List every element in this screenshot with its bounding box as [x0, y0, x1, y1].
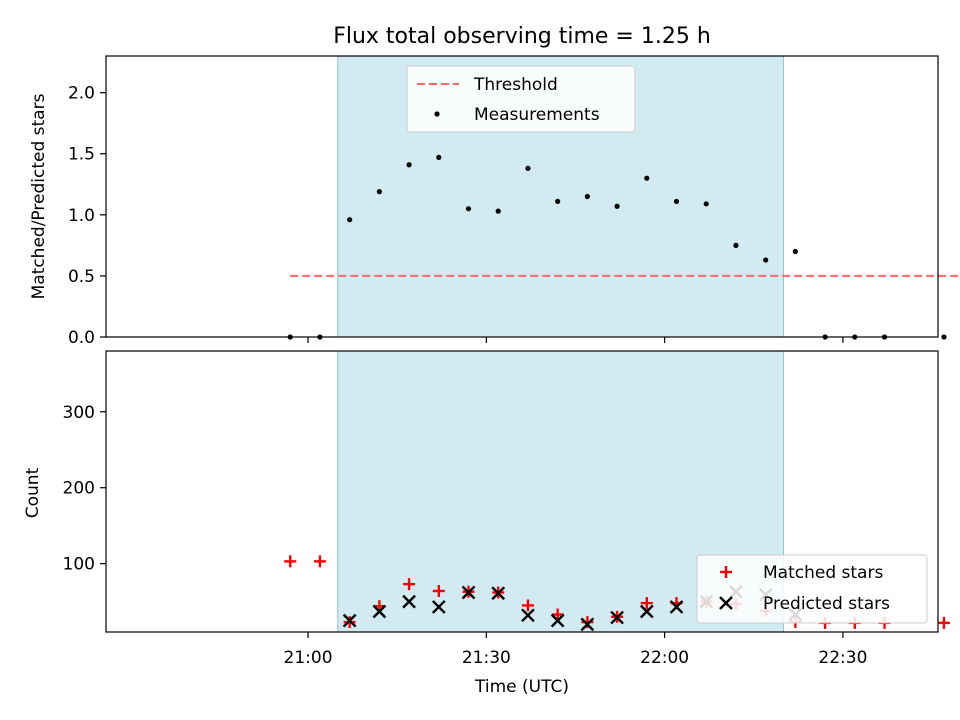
- y-tick-label: 0.0: [68, 328, 95, 348]
- x-tick-label: 22:00: [640, 648, 689, 668]
- measurements-point: [763, 257, 769, 263]
- measurements-point: [941, 334, 947, 340]
- predicted-stars-point: [342, 613, 357, 628]
- panel-count-frame: [105, 350, 939, 633]
- measurements-point: [555, 198, 561, 204]
- predicted-stars-point: [491, 586, 506, 601]
- matched-stars-point: [432, 584, 445, 597]
- x-tick-label: 21:30: [462, 648, 511, 668]
- measurements-point: [733, 242, 739, 248]
- chart-xlabel: Time (UTC): [474, 677, 569, 697]
- x-tick-label: 21:00: [284, 648, 333, 668]
- measurements-point: [792, 248, 798, 255]
- measurements-point: [406, 162, 412, 168]
- matched-stars-point: [403, 578, 416, 591]
- matched-stars-point: [521, 599, 534, 612]
- panel-ratio-ylabel: Matched/Predicted stars: [29, 93, 49, 299]
- y-tick-label: 0.5: [68, 267, 95, 287]
- legend-count: Matched stars Predicted stars: [696, 554, 928, 624]
- legend-measurements-swatch: [434, 111, 440, 117]
- measurements-point: [525, 165, 531, 171]
- measurements-point: [584, 193, 590, 200]
- y-tick-label: 300: [63, 403, 95, 423]
- matched-stars-point: [937, 616, 950, 629]
- predicted-stars-point: [431, 600, 446, 614]
- predicted-stars-point: [461, 585, 476, 600]
- panel-ratio-frame: [105, 55, 939, 338]
- legend-matched-swatch: [720, 566, 732, 578]
- y-tick-label: 2.0: [68, 84, 95, 104]
- legend-ratio: Threshold Measurements: [406, 65, 636, 133]
- measurements-point: [703, 201, 709, 207]
- matched-stars-point: [640, 597, 653, 610]
- legend-count-box: [696, 554, 928, 624]
- predicted-stars-point: [639, 604, 654, 619]
- legend-predicted-label: Predicted stars: [763, 594, 890, 614]
- predicted-stars-point: [402, 594, 416, 609]
- panel-ratio: 0.00.51.01.52.0 Matched/Predicted stars …: [29, 55, 960, 348]
- y-tick-label: 1.0: [68, 206, 95, 226]
- predicted-stars-point: [669, 600, 684, 614]
- predicted-stars-point: [580, 617, 595, 632]
- matched-stars-point: [284, 555, 297, 568]
- matched-stars-point: [581, 616, 594, 629]
- measurements-point: [673, 198, 680, 204]
- measurements-point: [347, 217, 353, 223]
- legend-measurements-label: Measurements: [474, 105, 600, 125]
- predicted-stars-point: [372, 604, 387, 619]
- predicted-stars-point: [610, 610, 624, 625]
- y-tick-label: 1.5: [68, 145, 95, 165]
- predicted-stars-point: [550, 613, 565, 628]
- predicted-stars-point: [521, 608, 535, 623]
- measurements-point: [465, 206, 472, 212]
- matched-stars-point: [551, 608, 564, 621]
- x-tick-label: 22:30: [818, 648, 867, 668]
- measurements-point: [644, 175, 650, 181]
- measurements-point: [614, 203, 620, 209]
- legend-threshold-label: Threshold: [473, 75, 558, 95]
- panel-count: 21:0021:3022:0022:3023:0023:3000:0000:30…: [23, 350, 950, 668]
- measurements-point: [495, 208, 501, 214]
- matched-stars-point: [313, 555, 326, 568]
- legend-predicted-swatch: [719, 596, 733, 610]
- chart-title: Flux total observing time = 1.25 h: [333, 24, 711, 49]
- measurements-point: [376, 189, 382, 195]
- legend-ratio-box: [406, 65, 636, 133]
- y-tick-label: 100: [63, 555, 95, 575]
- panel-count-ylabel: Count: [23, 467, 43, 518]
- y-tick-label: 200: [63, 479, 95, 499]
- legend-matched-label: Matched stars: [763, 563, 883, 583]
- measurements-point: [436, 154, 442, 161]
